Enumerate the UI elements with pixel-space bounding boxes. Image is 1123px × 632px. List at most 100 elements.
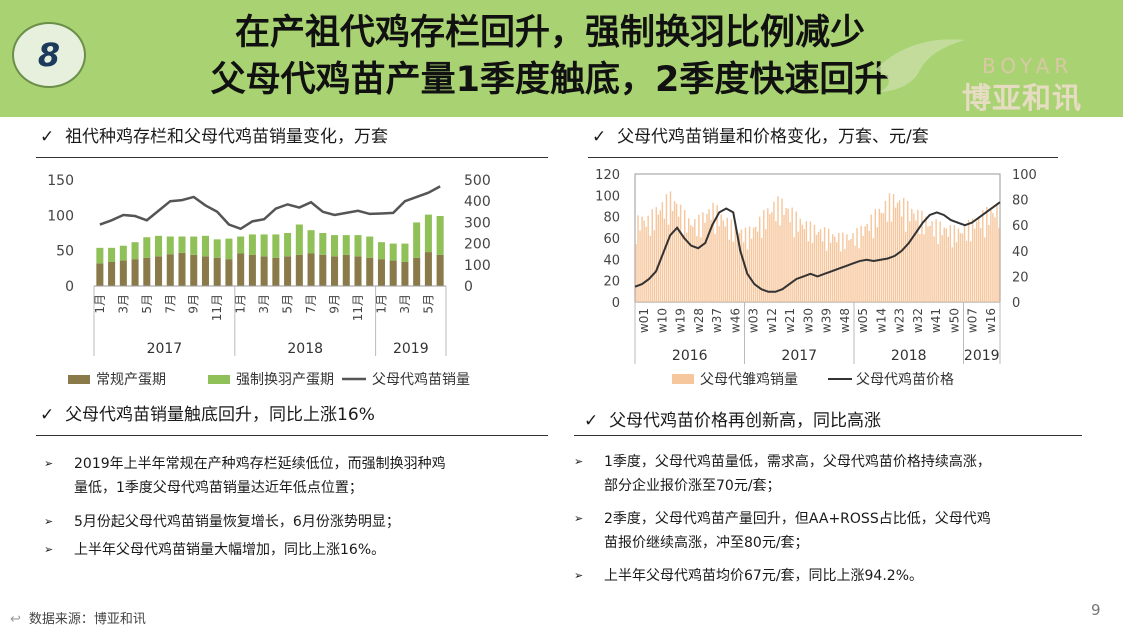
bar-pd-sales bbox=[675, 203, 678, 302]
x-tick-label: 1月 bbox=[93, 294, 107, 314]
bar-pd-sales bbox=[963, 225, 966, 302]
bar-pd-sales bbox=[742, 242, 745, 302]
bar-pd-sales bbox=[706, 213, 708, 302]
bar-pd-sales bbox=[840, 251, 842, 302]
bar-pd-sales bbox=[661, 202, 664, 302]
bar-pd-sales bbox=[858, 248, 860, 302]
right-bullet-2: ➢ 2季度，父母代鸡苗产量回升，但AA+ROSS占比低，父母代鸡 苗报价继续高涨，… bbox=[574, 507, 1084, 555]
bar-pd-sales bbox=[775, 221, 777, 302]
bar-pd-sales bbox=[990, 209, 992, 302]
arrow-bullet-icon: ➢ bbox=[44, 515, 54, 528]
y-tick-right: 100 bbox=[464, 258, 491, 274]
bar-pd-sales bbox=[732, 241, 735, 302]
arrow-bullet-icon: ➢ bbox=[574, 455, 584, 468]
bar-pd-sales bbox=[921, 210, 923, 302]
x-tick-label: w01 bbox=[637, 308, 651, 333]
bar-regular bbox=[248, 254, 256, 286]
x-tick-label: 11月 bbox=[210, 294, 224, 321]
y-tick-right: 0 bbox=[464, 279, 473, 295]
divider bbox=[588, 157, 1058, 158]
bar-pd-sales bbox=[718, 226, 720, 302]
bar-pd-sales bbox=[797, 231, 799, 302]
bar-pd-sales bbox=[836, 242, 838, 302]
bar-pd-sales bbox=[949, 225, 952, 302]
bar-pd-sales bbox=[872, 238, 874, 302]
bar-pd-sales bbox=[708, 209, 710, 302]
bar-molted bbox=[377, 242, 385, 260]
divider bbox=[36, 435, 548, 436]
bar-regular bbox=[401, 261, 409, 286]
x-tick-label: w16 bbox=[984, 308, 998, 333]
bar-pd-sales bbox=[716, 204, 718, 302]
bar-pd-sales bbox=[939, 221, 941, 302]
bar-molted bbox=[284, 233, 292, 257]
bar-molted bbox=[166, 236, 174, 255]
bar-molted bbox=[366, 236, 374, 258]
bar-pd-sales bbox=[773, 201, 775, 302]
bar-pd-sales bbox=[756, 231, 759, 302]
x-tick-label: 3月 bbox=[257, 294, 271, 314]
bar-pd-sales bbox=[852, 233, 854, 302]
bar-molted bbox=[237, 236, 245, 254]
bar-molted bbox=[225, 238, 233, 260]
bar-pd-sales bbox=[917, 209, 919, 302]
bar-regular bbox=[131, 259, 139, 286]
bar-pd-sales bbox=[957, 228, 960, 302]
title-line-1: 在产祖代鸡存栏回升，强制换羽比例减少 bbox=[234, 13, 865, 53]
bar-pd-sales bbox=[803, 229, 806, 302]
logo-text-en: BOYAR bbox=[982, 54, 1074, 78]
bar-pd-sales bbox=[637, 215, 639, 302]
bar-pd-sales bbox=[844, 248, 846, 302]
bar-pd-sales bbox=[771, 212, 773, 302]
bar-regular bbox=[295, 254, 303, 286]
bar-pd-sales bbox=[787, 208, 789, 302]
bar-pd-sales bbox=[748, 226, 751, 302]
bar-pd-sales bbox=[886, 221, 889, 302]
bar-regular bbox=[166, 254, 174, 286]
left-chart: 0 50 100 150 0 100 200 300 400 500 1月 3月 5月 7月 9月 11月 1月… bbox=[47, 173, 491, 388]
bar-pd-sales bbox=[848, 240, 850, 302]
logo-text-cn: 博亚和讯 bbox=[962, 81, 1083, 115]
left-chart-title: ✓ 祖代种鸡存栏和父母代鸡苗销量变化，万套 bbox=[40, 127, 389, 147]
bar-molted bbox=[213, 239, 221, 258]
bar-pd-sales bbox=[973, 228, 976, 302]
bar-pd-sales bbox=[811, 242, 814, 302]
bar-pd-sales bbox=[827, 228, 830, 302]
bar-pd-sales bbox=[831, 234, 834, 302]
bar-pd-sales bbox=[975, 221, 978, 302]
bar-pd-sales bbox=[767, 208, 769, 302]
arrow-bullet-icon: ➢ bbox=[574, 512, 584, 525]
bar-pd-sales bbox=[913, 213, 915, 302]
bar-regular bbox=[424, 252, 432, 286]
bar-pd-sales bbox=[959, 233, 962, 302]
bar-pd-sales bbox=[884, 200, 887, 302]
bar-pd-sales bbox=[876, 227, 879, 302]
bar-pd-sales bbox=[663, 218, 666, 302]
bar-pd-sales bbox=[923, 234, 925, 302]
bar-pd-sales bbox=[988, 224, 990, 302]
sales-line bbox=[99, 185, 441, 231]
bar-regular bbox=[377, 259, 385, 286]
bar-regular bbox=[284, 256, 292, 286]
bar-pd-sales bbox=[712, 202, 714, 302]
page-number: 9 bbox=[1091, 601, 1101, 619]
x-tick-label: 1月 bbox=[374, 294, 388, 314]
bar-pd-sales bbox=[929, 225, 931, 302]
title-line-2: 父母代鸡苗产量1季度触底，2季度快速回升 bbox=[210, 60, 890, 100]
left-bullet-1: ➢ 2019年上半年常规在产种鸡存栏延续低位，而强制换羽种鸡 量低，1季度父母代鸡… bbox=[44, 452, 544, 500]
bar-pd-sales bbox=[685, 232, 688, 302]
bar-pd-sales bbox=[862, 235, 864, 302]
bar-molted bbox=[342, 235, 350, 255]
bar-pd-sales bbox=[728, 239, 731, 302]
y-tick-right: 20 bbox=[1012, 270, 1029, 285]
bar-pd-sales bbox=[986, 206, 988, 302]
bar-pd-sales bbox=[907, 200, 909, 302]
bar-pd-sales bbox=[809, 221, 812, 302]
bar-regular bbox=[119, 260, 127, 286]
bar-pd-sales bbox=[874, 209, 877, 302]
y-tick-right: 80 bbox=[1012, 194, 1029, 209]
bar-pd-sales bbox=[947, 236, 950, 302]
legend-label-regular: 常规产蛋期 bbox=[96, 372, 166, 388]
bar-pd-sales bbox=[998, 227, 1000, 302]
x-tick-label: w48 bbox=[838, 308, 852, 333]
